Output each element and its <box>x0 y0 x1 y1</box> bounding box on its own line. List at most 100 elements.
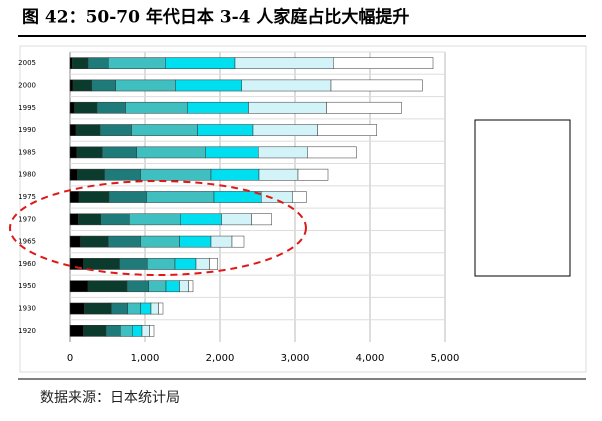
bar-segment <box>179 235 212 248</box>
bar-segment <box>292 191 307 203</box>
bar-segment <box>174 258 197 270</box>
x-tick-label: 1,000 <box>131 353 160 364</box>
x-tick-label: 2,000 <box>206 353 235 364</box>
bar-segment <box>126 280 149 293</box>
bar-segment <box>78 213 101 226</box>
bar-segment <box>317 124 377 136</box>
bar-segment <box>91 79 116 92</box>
bar-segment <box>205 146 259 159</box>
bar-segment <box>105 325 121 337</box>
y-tick-label: 1920 <box>18 327 36 335</box>
y-tick-label: 1970 <box>18 215 36 223</box>
bar-segment <box>69 235 81 248</box>
bar-segment <box>234 57 334 69</box>
x-tick-label: 4,000 <box>356 353 385 364</box>
bar-segment <box>210 168 260 181</box>
bar-segment <box>129 213 181 226</box>
y-tick-label: 2000 <box>18 81 36 89</box>
bar-segment <box>69 191 80 203</box>
bar-segment <box>69 325 84 337</box>
source: 数据来源：日本统计局 <box>40 390 180 406</box>
x-tick-label: 0 <box>67 353 73 364</box>
bar-segment <box>69 168 78 181</box>
bar-segment <box>150 302 159 315</box>
bar-segment <box>77 168 105 181</box>
bar-segment <box>69 79 74 92</box>
bar-segment <box>221 213 252 226</box>
chart-title: 图 42：50-70 年代日本 3-4 人家庭占比大幅提升 <box>22 7 409 28</box>
bar-segment <box>326 101 402 114</box>
bar-segment <box>140 235 180 248</box>
bar-segment <box>213 191 262 203</box>
bar-segment <box>108 235 141 248</box>
bar-segment <box>84 302 112 315</box>
chart-frame <box>19 45 587 373</box>
bar-segment <box>258 146 308 159</box>
bar-segment <box>131 124 198 136</box>
bar-segment <box>72 79 92 92</box>
bar-segment <box>140 168 212 181</box>
y-tick-label: 1930 <box>18 305 36 313</box>
bar-segment <box>75 124 101 136</box>
bar-segment <box>210 235 233 248</box>
y-tick-label: 1960 <box>18 260 36 268</box>
bar-segment <box>83 258 120 270</box>
bar-segment <box>148 280 167 293</box>
y-tick-label: 1965 <box>18 238 36 246</box>
bar-segment <box>69 124 77 136</box>
bar-segment <box>261 191 293 203</box>
bar-segment <box>69 101 75 114</box>
y-tick-label: 1950 <box>18 282 36 290</box>
bar-segment <box>108 191 147 203</box>
bar-segment <box>307 146 357 159</box>
bar-segment <box>102 146 137 159</box>
bar-segment <box>252 124 318 136</box>
bar-segment <box>127 302 141 315</box>
bar-segment <box>74 101 98 114</box>
bar-segment <box>149 325 155 337</box>
bar-segment <box>175 79 242 92</box>
y-tick-label: 2005 <box>18 59 36 67</box>
bar-segment <box>69 213 79 226</box>
bar-segment <box>132 325 143 337</box>
bar-segment <box>231 235 245 248</box>
bar-segment <box>147 258 176 270</box>
bar-segment <box>141 325 150 337</box>
bar-segment <box>258 168 299 181</box>
bar-segment <box>83 325 107 337</box>
legend-box <box>474 119 571 277</box>
y-tick-label: 1980 <box>18 171 36 179</box>
bar-segment <box>146 191 215 203</box>
bar-segment <box>179 280 189 293</box>
bar-segment <box>241 79 332 92</box>
bar-segment <box>158 302 164 315</box>
bar-segment <box>119 258 148 270</box>
bar-segment <box>120 325 133 337</box>
bar-segment <box>251 213 272 226</box>
bar-segment <box>72 57 89 69</box>
y-tick-label: 1985 <box>18 148 36 156</box>
bar-segment <box>197 124 254 136</box>
bar-segment <box>297 168 329 181</box>
bar-segment <box>115 79 176 92</box>
bar-segment <box>87 280 128 293</box>
x-tick-label: 5,000 <box>431 353 460 364</box>
bar-segment <box>180 213 222 226</box>
bar-segment <box>99 124 132 136</box>
bar-segment <box>108 57 166 69</box>
y-tick-label: 1995 <box>18 104 36 112</box>
y-tick-label: 1975 <box>18 193 36 201</box>
bar-segment <box>209 258 218 270</box>
bar-segment <box>69 146 77 159</box>
bar-segment <box>136 146 206 159</box>
highlight-ellipse <box>9 180 307 276</box>
bar-segment <box>188 280 194 293</box>
bar-segment <box>100 213 130 226</box>
bar-segment <box>165 280 180 293</box>
bar-segment <box>78 191 110 203</box>
bar-segment <box>125 101 188 114</box>
bar-segment <box>87 57 109 69</box>
bar-segment <box>69 302 85 315</box>
bar-segment <box>104 168 141 181</box>
bar-segment <box>333 57 434 69</box>
